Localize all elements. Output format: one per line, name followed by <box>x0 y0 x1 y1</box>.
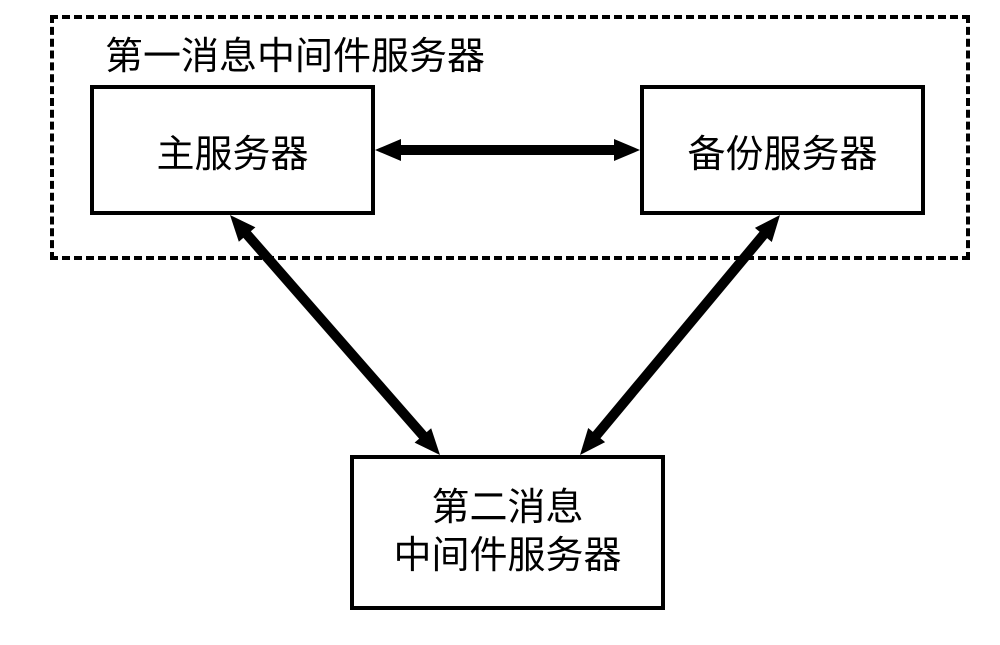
node-second-server-label-line2: 中间件服务器 <box>393 533 621 581</box>
diagram-canvas: 第一消息中间件服务器 主服务器 备份服务器 第二消息 中间件服务器 <box>0 0 1000 645</box>
group-title-label: 第一消息中间件服务器 <box>105 25 485 80</box>
node-main-server-label: 主服务器 <box>156 123 308 178</box>
node-second-server-label-line1: 第二消息 <box>393 485 621 533</box>
node-second-server-label: 第二消息 中间件服务器 <box>393 485 621 580</box>
node-backup-server: 备份服务器 <box>640 85 925 215</box>
node-backup-server-label: 备份服务器 <box>687 123 877 178</box>
node-second-server: 第二消息 中间件服务器 <box>350 455 665 610</box>
node-main-server: 主服务器 <box>90 85 375 215</box>
